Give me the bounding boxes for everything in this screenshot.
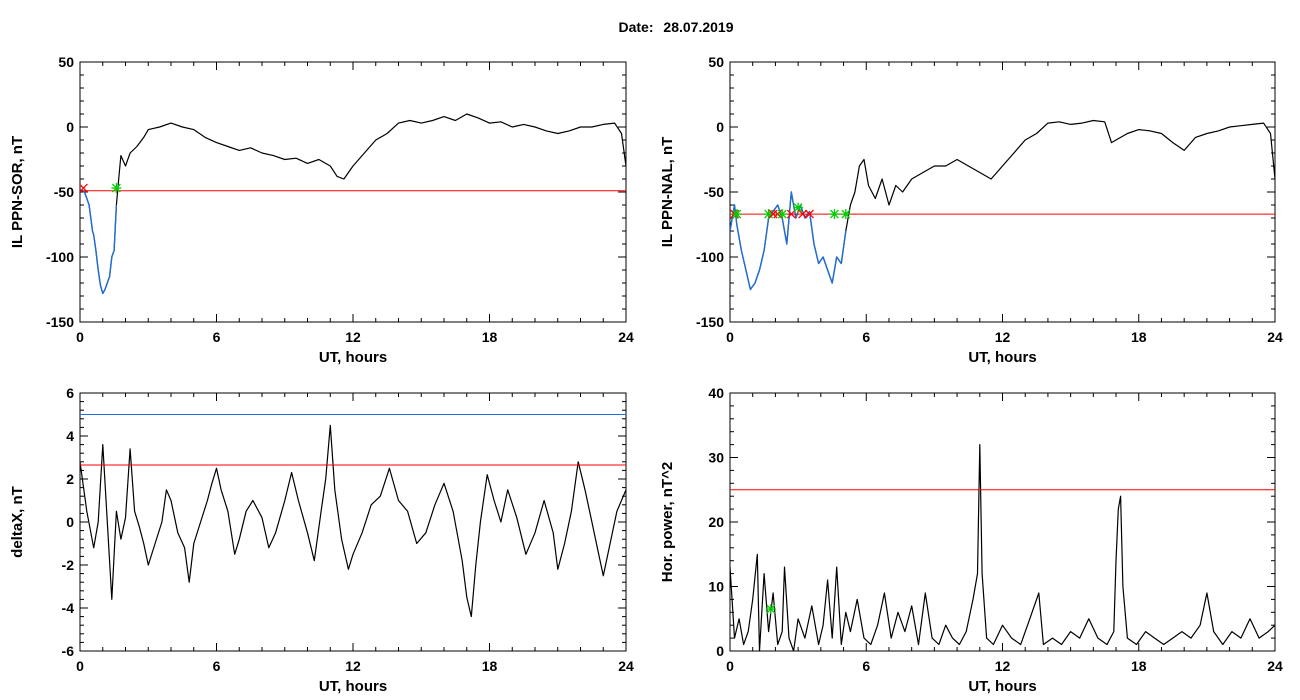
y-tick-label: 50 (58, 54, 74, 70)
plot-frame (729, 61, 1276, 323)
marker-star (111, 183, 122, 194)
x-tick-label: 6 (213, 658, 221, 674)
y-axis-label: Hor. power, nT^2 (659, 462, 676, 582)
x-tick-label: 18 (1131, 658, 1147, 674)
x-tick-label: 24 (618, 329, 634, 345)
series-highlight-line (730, 191, 847, 291)
chart-panel-hor-power: 0 6 12 18 24 0 10 20 30 40 UT, hours Hor. power, nT… (659, 385, 1283, 695)
y-tick-label: -2 (62, 557, 75, 573)
x-tick-label: 12 (995, 329, 1011, 345)
x-tick-label: 0 (726, 329, 734, 345)
plot-area (730, 444, 1275, 651)
marker-star (765, 604, 776, 615)
y-tick-label: 0 (716, 119, 724, 135)
x-tick-label: 12 (345, 329, 361, 345)
x-tick-label: 18 (1131, 329, 1147, 345)
series-highlight-line (80, 188, 118, 295)
plot-frame (729, 392, 1276, 652)
y-tick-label: -4 (62, 600, 75, 616)
marker-star (840, 209, 851, 220)
x-tick-label: 24 (1267, 329, 1283, 345)
x-tick-label: 6 (213, 329, 221, 345)
y-tick-label: -50 (54, 184, 74, 200)
y-tick-label: 10 (708, 579, 724, 595)
y-axis-label: IL PPN-SOR, nT (9, 136, 26, 248)
figure-title: Date: 28.07.2019 (0, 19, 1300, 35)
x-tick-label: 0 (726, 658, 734, 674)
y-tick-label: -6 (62, 643, 75, 659)
plot-area (80, 414, 626, 618)
series-line (730, 119, 1275, 291)
marker-star (829, 209, 840, 220)
series-line (80, 113, 626, 294)
y-tick-label: 40 (708, 385, 724, 401)
x-axis-label: UT, hours (319, 349, 387, 366)
x-tick-label: 6 (862, 329, 870, 345)
y-tick-label: 2 (66, 471, 74, 487)
y-tick-label: 20 (708, 514, 724, 530)
x-tick-label: 6 (862, 658, 870, 674)
x-tick-label: 12 (995, 658, 1011, 674)
x-tick-label: 24 (618, 658, 634, 674)
x-axis-label: UT, hours (968, 678, 1036, 695)
series-line (730, 444, 1275, 651)
y-tick-label: 0 (66, 119, 74, 135)
x-tick-label: 18 (482, 658, 498, 674)
y-tick-label: 0 (66, 514, 74, 530)
y-axis-label: deltaX, nT (9, 486, 26, 558)
x-axis-label: UT, hours (968, 349, 1036, 366)
y-tick-label: 0 (716, 643, 724, 659)
date-value: 28.07.2019 (663, 19, 734, 35)
x-tick-label: 24 (1267, 658, 1283, 674)
chart-panel-ppn-nal: 0 6 12 18 24 -150 -100 -50 0 50 UT, hours IL PPN-NA… (659, 54, 1283, 366)
marker-star (763, 209, 774, 220)
y-tick-label: 4 (66, 428, 74, 444)
marker-star (731, 209, 742, 220)
x-axis-label: UT, hours (319, 678, 387, 695)
date-label: Date: (618, 19, 654, 35)
plot-area (80, 113, 626, 295)
y-tick-label: -150 (696, 314, 724, 330)
marker-star (777, 209, 788, 220)
y-tick-label: 30 (708, 450, 724, 466)
marker-cross (80, 183, 88, 193)
y-tick-label: 6 (66, 385, 74, 401)
y-tick-label: -100 (696, 249, 724, 265)
x-tick-label: 0 (76, 329, 84, 345)
y-tick-label: -150 (46, 314, 74, 330)
x-tick-label: 12 (345, 658, 361, 674)
y-tick-label: -100 (46, 249, 74, 265)
y-axis-label: IL PPN-NAL, nT (659, 137, 676, 248)
x-tick-label: 18 (482, 329, 498, 345)
plot-area (730, 119, 1275, 291)
chart-panel-ppn-sor: 0 6 12 18 24 -150 -100 -50 0 50 UT, hours IL PPN-SO… (9, 54, 634, 366)
plot-frame (79, 61, 627, 323)
y-tick-label: 50 (708, 54, 724, 70)
marker-cross (798, 209, 808, 219)
series-line (80, 424, 626, 618)
marker-star (793, 202, 804, 213)
x-tick-label: 0 (76, 658, 84, 674)
marker-cross (805, 209, 814, 219)
y-tick-label: -50 (704, 184, 724, 200)
